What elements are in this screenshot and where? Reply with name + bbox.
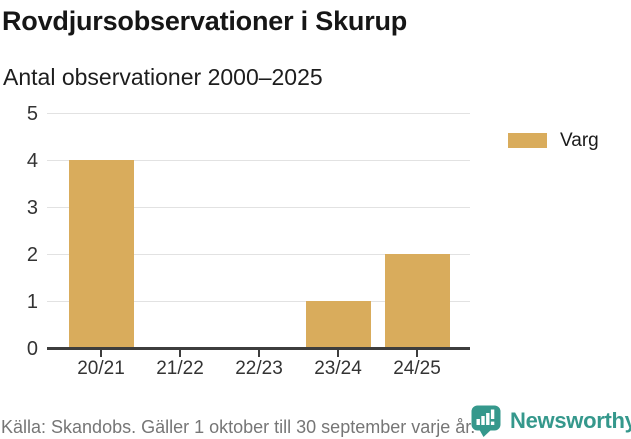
x-axis-tick-label: 22/23 <box>235 358 283 379</box>
bar-23-24 <box>305 301 371 348</box>
y-axis-tick-label: 5 <box>26 103 38 125</box>
bar-20-21 <box>68 160 134 348</box>
x-axis-line <box>47 347 470 350</box>
x-axis-tick <box>337 350 339 357</box>
y-axis-tick-label: 4 <box>26 150 38 172</box>
y-axis-tick-label: 1 <box>26 291 38 313</box>
source-note: Källa: Skandobs. Gäller 1 oktober till 3… <box>1 417 476 437</box>
gridline-2 <box>47 254 470 255</box>
x-axis-tick <box>258 350 260 357</box>
x-axis-tick-label: 24/25 <box>393 358 441 379</box>
chart-subtitle: Antal observationer 2000–2025 <box>3 64 323 90</box>
x-axis-tick-label: 21/22 <box>156 358 204 379</box>
y-axis-tick-label: 0 <box>26 338 38 360</box>
gridline-4 <box>47 160 470 161</box>
x-axis-tick-label: 20/21 <box>77 358 125 379</box>
x-axis-tick <box>416 350 418 357</box>
legend-label-varg: Varg <box>560 130 599 151</box>
y-axis-tick-label: 3 <box>26 197 38 219</box>
newsworthy-logo[interactable]: Newsworthy <box>471 405 631 437</box>
gridline-1 <box>47 301 470 302</box>
x-axis-tick <box>179 350 181 357</box>
newsworthy-wordmark: Newsworthy <box>510 408 631 433</box>
bar-24-25 <box>384 254 450 348</box>
x-axis-tick <box>100 350 102 357</box>
legend-swatch-varg <box>508 133 547 148</box>
gridline-3 <box>47 207 470 208</box>
chart-title: Rovdjursobservationer i Skurup <box>2 6 408 36</box>
x-axis-tick-label: 23/24 <box>314 358 362 379</box>
newsworthy-logo-icon <box>471 405 501 437</box>
legend: Varg <box>508 131 599 150</box>
gridline-5 <box>47 113 470 114</box>
y-axis-tick-label: 2 <box>26 244 38 266</box>
